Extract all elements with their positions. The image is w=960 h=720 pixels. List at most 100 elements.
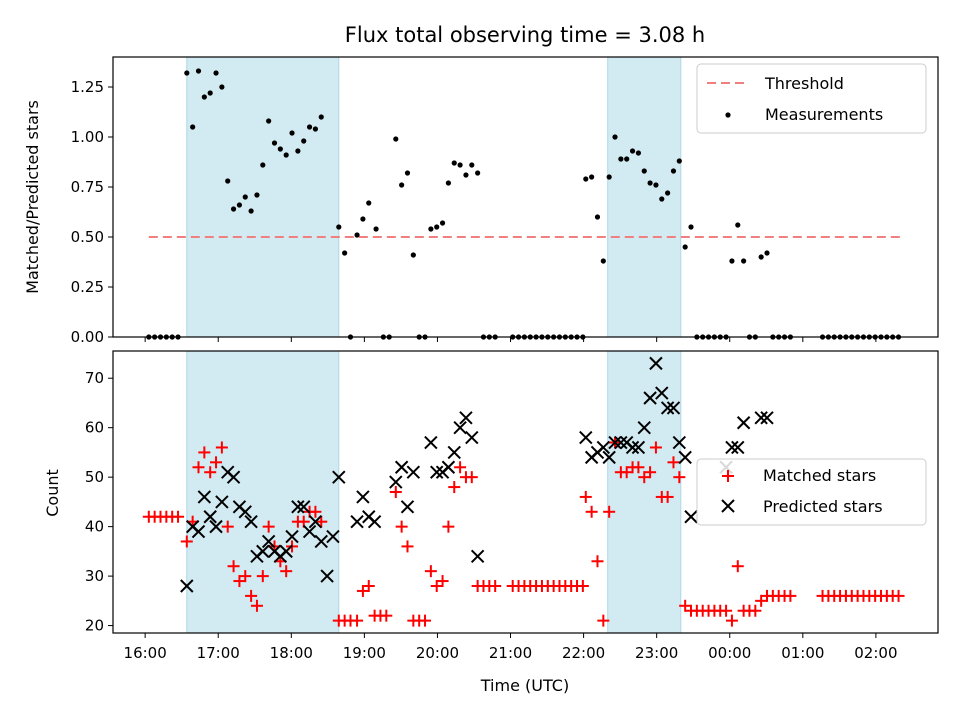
legend-measurements-label: Measurements (765, 105, 883, 124)
y-tick-label: 0.25 (71, 278, 104, 296)
predicted-star-point (285, 529, 299, 544)
matched-star-point (749, 604, 762, 617)
measurement-point (336, 224, 342, 230)
measurement-point (260, 162, 266, 168)
matched-star-point (731, 560, 744, 573)
predicted-star-point (459, 411, 473, 425)
measurement-point (758, 254, 764, 260)
legend-measurements-swatch (725, 112, 731, 118)
measurement-point (635, 150, 641, 156)
measurement-point (230, 206, 237, 212)
predicted-star-point (441, 460, 456, 474)
measurement-point (342, 250, 348, 256)
x-tick-label: 17:00 (197, 644, 240, 662)
matched-star-point (661, 490, 674, 503)
x-axis-label: Time (UTC) (480, 676, 569, 695)
y-tick-label: 40 (85, 518, 104, 536)
measurement-point (670, 168, 677, 174)
matched-star-point (172, 510, 185, 523)
matched-star-point (649, 441, 662, 454)
predicted-star-point (655, 386, 669, 400)
x-tick-label: 19:00 (343, 644, 386, 662)
predicted-star-point (238, 505, 252, 519)
predicted-star-point (660, 401, 675, 415)
measurement-point (583, 176, 589, 182)
legend-predicted-swatch (721, 499, 735, 513)
y-tick-label: 20 (85, 617, 104, 635)
matched-star-point (210, 456, 223, 469)
measurement-point (190, 124, 196, 130)
bottom-panel: 20 30 40 50 60 70 16:00 17:00 18:00 19:00 20:00 21… (43, 350, 939, 695)
measurement-point (451, 160, 457, 166)
top-y-ticks: 0.00 0.25 0.50 0.75 1.00 1.25 (71, 78, 113, 346)
measurement-point (434, 224, 440, 230)
legend-matched-swatch (722, 470, 734, 482)
bottom-legend: Matched stars Predicted stars (696, 458, 927, 526)
matched-star-point (198, 446, 211, 459)
x-tick-label: 22:00 (562, 644, 605, 662)
x-tick-label: 20:00 (416, 644, 459, 662)
matched-star-point (424, 565, 437, 578)
measurement-point (295, 148, 301, 154)
y-tick-label: 1.00 (71, 128, 104, 146)
matched-star-point (395, 520, 408, 533)
measurement-point (469, 162, 475, 168)
predicted-star-point (406, 465, 421, 479)
top-axes-frame (112, 56, 939, 338)
measurement-point (242, 194, 248, 200)
measurement-point (366, 200, 372, 206)
measurement-point (236, 202, 243, 208)
y-tick-label: 0.50 (71, 228, 104, 246)
matched-star-point (262, 520, 275, 533)
matched-star-point (315, 515, 328, 528)
top-x-ticks (144, 337, 877, 342)
legend-predicted-label: Predicted stars (763, 497, 883, 516)
measurement-point (682, 244, 688, 250)
x-tick-label: 16:00 (124, 644, 167, 662)
predicted-star-point (631, 440, 646, 455)
measurement-point (219, 84, 225, 90)
predicted-star-point (754, 411, 768, 425)
matched-star-point (309, 505, 322, 518)
predicted-star-point (447, 445, 461, 460)
matched-star-point (250, 599, 263, 612)
top-legend: Threshold Measurements (696, 63, 927, 134)
predicted-star-point (297, 500, 311, 514)
legend-threshold-label: Threshold (764, 74, 844, 93)
x-tick-label: 18:00 (270, 644, 313, 662)
y-tick-label: 0.00 (71, 328, 104, 346)
measurement-point (399, 182, 405, 188)
matched-star-point (204, 466, 217, 479)
measurement-point (277, 146, 283, 152)
predicted-star-point (736, 416, 751, 430)
matched-star-point (380, 609, 393, 622)
predicted-star-point (191, 524, 206, 539)
predicted-star-point (666, 401, 681, 415)
bottom-y-axis-label: Count (43, 469, 62, 517)
measurement-point (659, 196, 665, 202)
matched-star-point (401, 540, 414, 553)
measurement-point (457, 162, 463, 168)
predicted-star-point (579, 430, 593, 445)
observing-window-shade (607, 56, 682, 338)
measurement-point (629, 148, 636, 154)
predicted-star-point (470, 549, 485, 564)
measurement-point (306, 124, 313, 130)
measurement-point (254, 192, 260, 198)
measurement-point (360, 216, 366, 222)
measurement-point (647, 180, 653, 186)
top-shaded-intervals (186, 56, 682, 338)
predicted-star-point (602, 450, 616, 465)
matched-star-point (192, 461, 205, 474)
measurement-point (676, 158, 682, 164)
matched-star-point (351, 614, 364, 627)
measurement-point (741, 258, 747, 264)
matched-star-point (725, 614, 738, 627)
matched-star-point (465, 471, 478, 484)
matched-star-point (603, 505, 616, 518)
matched-star-point (489, 580, 502, 592)
matched-star-point (576, 580, 589, 592)
predicted-star-point (367, 514, 382, 529)
y-tick-label: 30 (85, 567, 104, 585)
measurement-point (589, 174, 595, 180)
